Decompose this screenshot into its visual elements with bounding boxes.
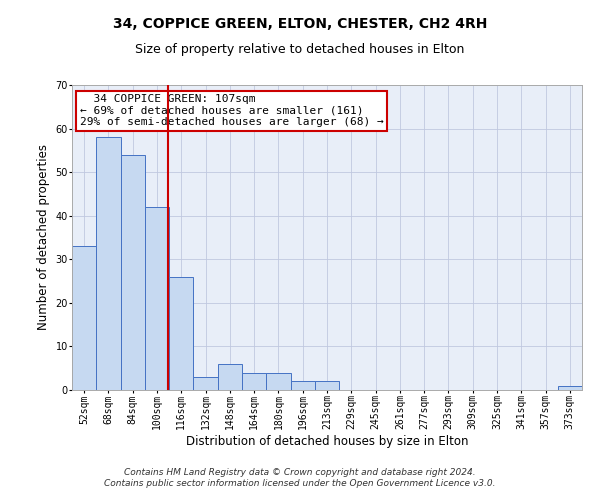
Bar xyxy=(96,138,121,390)
Bar xyxy=(193,377,218,390)
Bar xyxy=(558,386,582,390)
Text: Contains HM Land Registry data © Crown copyright and database right 2024.
Contai: Contains HM Land Registry data © Crown c… xyxy=(104,468,496,487)
X-axis label: Distribution of detached houses by size in Elton: Distribution of detached houses by size … xyxy=(186,435,468,448)
Bar xyxy=(145,207,169,390)
Y-axis label: Number of detached properties: Number of detached properties xyxy=(37,144,50,330)
Bar xyxy=(242,372,266,390)
Text: 34 COPPICE GREEN: 107sqm
← 69% of detached houses are smaller (161)
29% of semi-: 34 COPPICE GREEN: 107sqm ← 69% of detach… xyxy=(80,94,383,128)
Bar xyxy=(72,246,96,390)
Text: 34, COPPICE GREEN, ELTON, CHESTER, CH2 4RH: 34, COPPICE GREEN, ELTON, CHESTER, CH2 4… xyxy=(113,18,487,32)
Bar xyxy=(169,276,193,390)
Bar xyxy=(290,382,315,390)
Bar xyxy=(315,382,339,390)
Text: Size of property relative to detached houses in Elton: Size of property relative to detached ho… xyxy=(136,42,464,56)
Bar xyxy=(218,364,242,390)
Bar xyxy=(266,372,290,390)
Bar xyxy=(121,154,145,390)
